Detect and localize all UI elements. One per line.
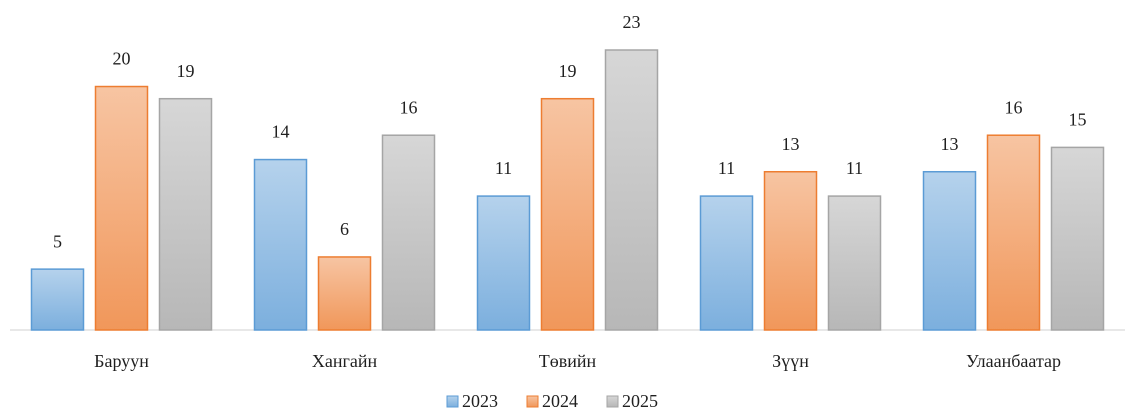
bar: [604, 49, 659, 331]
bar: [1050, 146, 1105, 331]
bar: [922, 170, 977, 331]
data-label: 19: [177, 61, 195, 81]
x-tick-label: Хангайн: [312, 351, 378, 371]
data-label: 14: [272, 122, 290, 142]
data-label: 13: [782, 134, 800, 154]
legend-swatch: [526, 395, 539, 408]
bar: [827, 195, 882, 331]
x-tick-label: Баруун: [94, 351, 149, 371]
legend-label: 2025: [622, 391, 658, 411]
data-label: 6: [340, 219, 349, 239]
legend-label: 2024: [542, 391, 578, 411]
bar: [763, 170, 818, 331]
bar: [158, 97, 213, 331]
data-label: 20: [113, 49, 131, 69]
data-label: 11: [846, 158, 863, 178]
bar: [986, 134, 1041, 331]
data-label: 15: [1069, 110, 1087, 130]
data-label: 5: [53, 231, 62, 251]
data-label: 16: [1005, 97, 1023, 117]
data-label: 19: [559, 61, 577, 81]
data-label: 13: [941, 134, 959, 154]
x-tick-label: Төвийн: [539, 351, 597, 371]
legend-swatch: [606, 395, 619, 408]
legend-swatch: [446, 395, 459, 408]
x-tick-label: Улаанбаатар: [966, 351, 1061, 371]
legend-label: 2023: [462, 391, 498, 411]
data-label: 23: [623, 12, 641, 32]
bar: [699, 195, 754, 331]
bar: [476, 195, 531, 331]
bar: [381, 134, 436, 331]
data-label: 11: [495, 158, 512, 178]
x-tick-label: Зүүн: [772, 351, 809, 371]
bar: [253, 158, 308, 331]
data-label: 11: [718, 158, 735, 178]
bar: [540, 97, 595, 331]
bar: [30, 268, 85, 331]
data-label: 16: [400, 97, 418, 117]
bar: [317, 256, 372, 331]
bar: [94, 85, 149, 331]
